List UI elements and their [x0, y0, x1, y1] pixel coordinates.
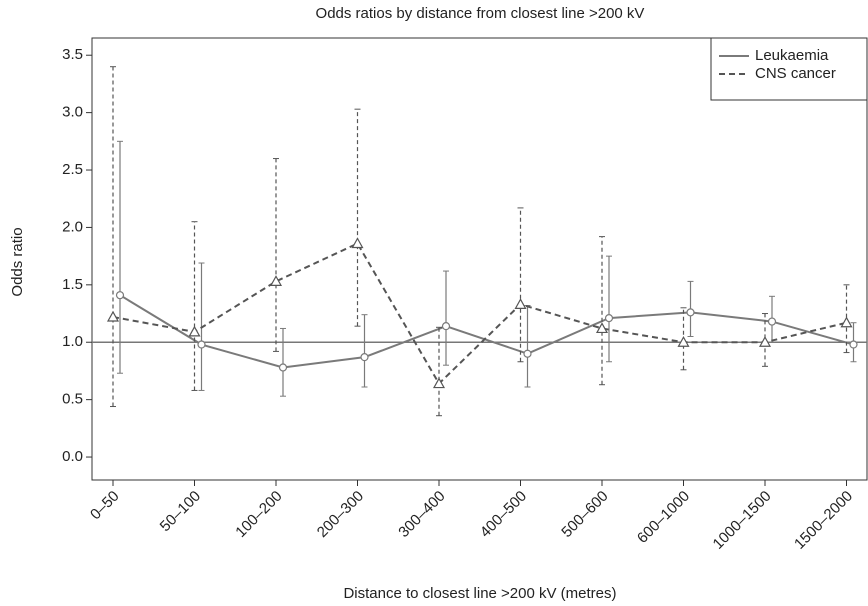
point — [197, 340, 206, 349]
point — [269, 275, 283, 286]
y-axis-label: Odds ratio — [9, 227, 26, 296]
y-tick-label: 1.5 — [62, 276, 83, 293]
y-tick-label: 2.0 — [62, 218, 83, 235]
y-tick-label: 3.5 — [62, 46, 83, 63]
point — [351, 237, 364, 249]
y-tick-label: 0.5 — [62, 391, 83, 408]
point — [360, 353, 369, 362]
point — [523, 349, 532, 358]
point — [441, 322, 451, 331]
x-tick-label: 300–400 — [395, 488, 448, 541]
point — [767, 317, 777, 326]
point — [278, 363, 288, 372]
x-tick-label: 50–100 — [157, 488, 204, 535]
y-tick-label: 1.0 — [62, 333, 83, 350]
point — [115, 291, 125, 300]
point — [604, 314, 614, 323]
legend-label: Leukaemia — [755, 47, 829, 64]
y-tick-label: 2.5 — [62, 161, 83, 178]
x-tick-label: 1500–2000 — [791, 488, 856, 553]
point — [514, 298, 527, 309]
point — [686, 308, 695, 317]
x-axis-label: Distance to closest line >200 kV (metres… — [343, 585, 616, 602]
point — [849, 340, 858, 349]
x-tick-label: 400–500 — [477, 488, 530, 541]
x-tick-label: 500–600 — [558, 488, 611, 541]
chart-title: Odds ratios by distance from closest lin… — [316, 5, 645, 22]
point — [758, 335, 772, 347]
point — [677, 335, 690, 347]
y-tick-label: 3.0 — [62, 104, 83, 121]
point — [595, 322, 609, 334]
x-tick-label: 600–1000 — [634, 488, 693, 547]
point — [106, 310, 120, 322]
x-tick-label: 0–50 — [87, 488, 123, 524]
y-tick-label: 0.0 — [62, 448, 83, 465]
plot-frame — [91, 37, 868, 481]
point — [188, 325, 201, 337]
point — [432, 377, 446, 389]
legend-box — [710, 37, 868, 101]
series-line — [119, 294, 854, 369]
series-line — [112, 242, 847, 386]
point — [840, 316, 853, 328]
x-tick-label: 100–200 — [232, 488, 285, 541]
legend-label: CNS cancer — [755, 65, 836, 82]
x-tick-label: 200–300 — [314, 488, 367, 541]
x-tick-label: 1000–1500 — [710, 488, 775, 553]
